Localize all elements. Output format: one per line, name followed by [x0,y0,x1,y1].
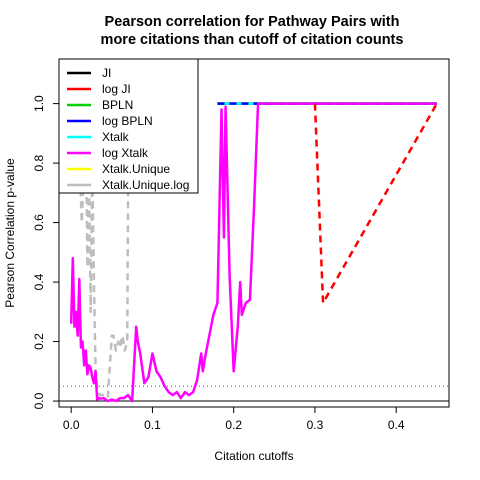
x-tick-label: 0.4 [388,418,405,432]
legend-label: log BPLN [102,114,153,128]
legend-label: JI [102,66,111,80]
legend-label: Xtalk.Unique.log [102,178,189,192]
y-tick-label: 0.8 [32,154,46,171]
y-axis-label: Pearson Correlation p-value [3,158,17,308]
plot-frame [58,58,450,408]
legend-label: Xtalk.Unique [102,162,170,176]
legend-box [58,58,199,194]
legend-label: BPLN [102,98,133,112]
y-tick-label: 0.4 [32,273,46,290]
chart-title-line: Pearson correlation for Pathway Pairs wi… [105,14,400,30]
legend-label: Xtalk [102,130,130,144]
legend-label: log Xtalk [102,146,149,160]
y-tick-label: 0.0 [32,392,46,409]
legend-label: log JI [102,82,131,96]
y-tick-label: 0.6 [32,214,46,231]
x-tick-label: 0.0 [63,418,80,432]
series-line-xtalk-unique-log [69,103,134,400]
chart-title: Pearson correlation for Pathway Pairs wi… [101,14,404,48]
x-tick-label: 0.2 [225,418,242,432]
y-tick-label: 1.0 [32,95,46,112]
y-tick-label: 0.2 [32,333,46,350]
chart-title-line: more citations than cutoff of citation c… [101,32,404,48]
x-tick-label: 0.3 [307,418,324,432]
x-axis-label: Citation cutoffs [214,449,293,463]
series-line-log-ji [313,103,438,305]
x-tick-label: 0.1 [144,418,161,432]
series-line-log-xtalk [69,102,437,403]
